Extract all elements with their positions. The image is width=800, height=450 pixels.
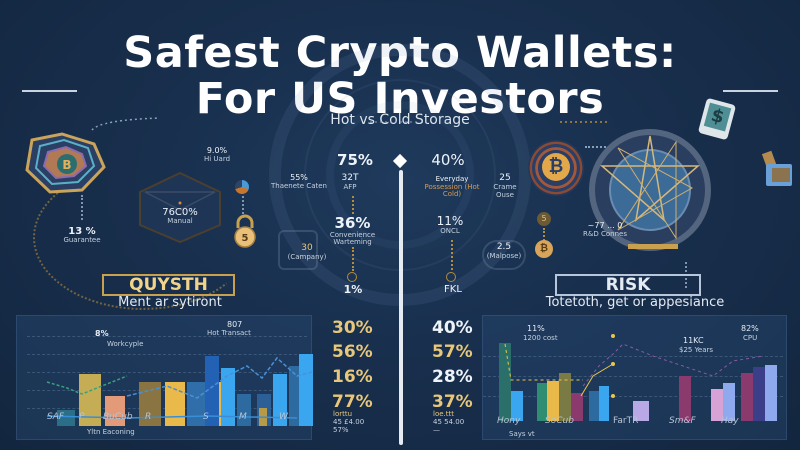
connector	[352, 196, 354, 214]
stat-oncl: 11% ONCL	[436, 214, 464, 236]
bar	[723, 383, 735, 421]
bar	[237, 394, 251, 426]
pendant-coin-icon: ₿	[535, 240, 553, 258]
note-right-1: loe.ttt	[433, 410, 454, 418]
bar	[221, 368, 235, 426]
bar	[559, 373, 571, 421]
left-caption: Ment ar sytiront	[118, 295, 222, 310]
trend-line	[504, 334, 764, 398]
left-bar-plot	[27, 336, 313, 426]
bar	[205, 356, 219, 426]
connector	[352, 247, 354, 271]
padlock-icon: 5	[234, 214, 256, 248]
bar	[57, 410, 75, 426]
stat-malpose: 2.5 (Malpose)	[486, 242, 522, 260]
bar	[741, 373, 753, 421]
stat-guarantee: 13 % Guarantee	[63, 226, 101, 244]
stat-company: 30 (Campany)	[287, 243, 327, 261]
svg-text:5: 5	[242, 233, 249, 244]
stat-main-right: 40%	[431, 151, 465, 169]
risk-label: RISK	[555, 274, 701, 296]
stat-rd: ~77 ... 0 R&D Connes	[583, 221, 627, 238]
bar	[633, 401, 649, 421]
left-chart-panel: 8% Workcyple 807 Hot Transact SAF P BuCu…	[16, 315, 313, 440]
hexagon-vault-icon	[139, 171, 221, 244]
stat-main-left: 75%	[337, 151, 373, 169]
connector	[451, 240, 453, 270]
stat-convenience: 36% Convenience Warteming	[329, 214, 376, 247]
trend-line	[46, 356, 313, 419]
pct-left-1: 30%	[332, 318, 373, 338]
stat-bottom-left: 1%	[343, 283, 363, 296]
connector	[242, 196, 244, 218]
stat-hi-uard: 9.0% Hi Uard	[203, 146, 231, 163]
title-line-2: For US Investors	[195, 74, 605, 124]
bar	[537, 383, 547, 421]
stat-thaenete: 55% Thaenete Caten	[271, 173, 327, 190]
bar	[589, 391, 601, 421]
connector	[543, 228, 545, 244]
network-globe-icon	[589, 129, 711, 251]
stat-afp: 32T AFP	[341, 173, 359, 191]
node-circle-icon	[347, 272, 357, 282]
stat-bottom-right: FKL	[444, 284, 462, 295]
pct-left-3: 16%	[332, 367, 373, 387]
bar	[511, 391, 523, 421]
center-divider	[399, 170, 403, 445]
right-caption: Totetoth, get or appesiance	[545, 295, 725, 310]
note-left-1: lorttu	[333, 410, 353, 418]
title-rule-left	[22, 90, 77, 92]
pct-right-1: 40%	[432, 318, 473, 338]
bar	[187, 382, 207, 426]
pie-coin-icon	[235, 180, 249, 194]
bar	[79, 374, 101, 426]
bag-outline-icon	[278, 230, 318, 270]
stat-manual: 76C0% Manual	[162, 207, 198, 225]
note-left-3: 57%	[333, 426, 349, 434]
svg-text:B: B	[62, 158, 71, 172]
bitcoin-coin-icon: ₿	[528, 140, 584, 196]
bar	[711, 389, 723, 421]
bar	[289, 366, 301, 426]
note-right-3: —	[433, 426, 440, 434]
flashlight-icon	[761, 150, 792, 186]
node-circle-icon	[446, 272, 456, 282]
bar	[273, 374, 287, 426]
pct-right-4: 37%	[432, 392, 473, 412]
bar	[753, 367, 765, 421]
bar	[165, 382, 185, 426]
pct-right-3: 28%	[432, 367, 473, 387]
bar	[765, 365, 777, 421]
pct-right-2: 57%	[432, 342, 473, 362]
bitcoin-symbol: ₿	[542, 153, 570, 181]
bar	[599, 386, 609, 421]
pct-left-2: 56%	[332, 342, 373, 362]
connector-arc	[33, 165, 253, 310]
right-chart-panel: 11% 1200 cost 11KC $25 Years 82% CPU Hon	[482, 315, 787, 440]
note-left-2: 45 £4.00	[333, 418, 365, 426]
bar	[679, 376, 691, 421]
bar	[139, 382, 161, 426]
small-coin-icon: 5	[537, 212, 551, 226]
note-right-2: 45 54.00	[433, 418, 465, 426]
stat-crame: 25 Crame Ouse	[493, 173, 517, 199]
pct-left-4: 77%	[332, 392, 373, 412]
stat-everyday: Everyday Possession (Hot Cold)	[424, 175, 480, 199]
quysth-label: QUYSTH	[102, 274, 235, 296]
bar	[547, 381, 559, 421]
title-rule-right	[723, 90, 778, 92]
connector	[585, 146, 625, 148]
capsule-outline-icon	[482, 240, 526, 270]
subtitle: Hot vs Cold Storage	[330, 112, 470, 128]
bar	[571, 393, 583, 421]
title-line-1: Safest Crypto Wallets:	[123, 28, 677, 78]
right-bar-plot	[483, 334, 783, 421]
